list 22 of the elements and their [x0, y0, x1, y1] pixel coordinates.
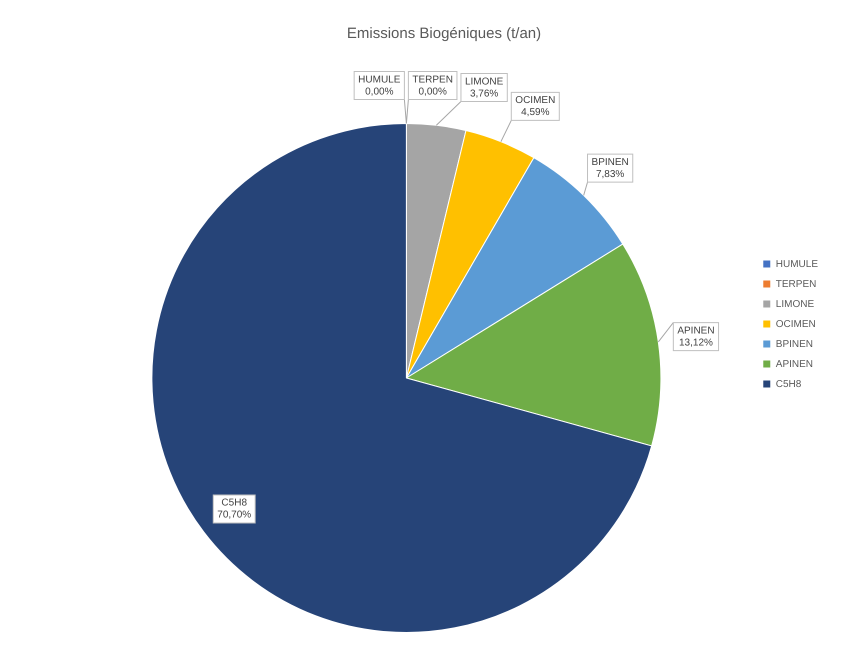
slice-label: APINEN [677, 325, 715, 336]
data-label: 3,76% [470, 88, 498, 100]
category-label: HUMULE [358, 74, 400, 86]
legend-label: HUMULE [776, 258, 818, 270]
slice-label: C5H8 [221, 498, 248, 509]
legend-label: BPINEN [776, 338, 814, 350]
slice-label: OCIMEN [515, 95, 556, 106]
legend-label: C5H8 [776, 378, 802, 390]
data-label: 13,12% [678, 337, 714, 348]
legend-label: APINEN [776, 358, 814, 370]
text: 0,00% [365, 86, 394, 98]
data-label: 70,70% [217, 510, 252, 521]
data-label: 4,59% [521, 107, 550, 118]
legend-label: LIMONE [776, 298, 814, 310]
text: 0,00% [418, 86, 447, 98]
legend-label: TERPEN [776, 278, 816, 290]
chart-title: Emissions Biogéniques (t/an) [346, 25, 542, 42]
data-label: 7,83% [596, 168, 624, 180]
slice-label: LIMONE [464, 76, 504, 88]
category-label: TERPEN [412, 74, 453, 86]
slice-label: BPINEN [592, 156, 629, 168]
legend-label: OCIMEN [776, 318, 816, 330]
